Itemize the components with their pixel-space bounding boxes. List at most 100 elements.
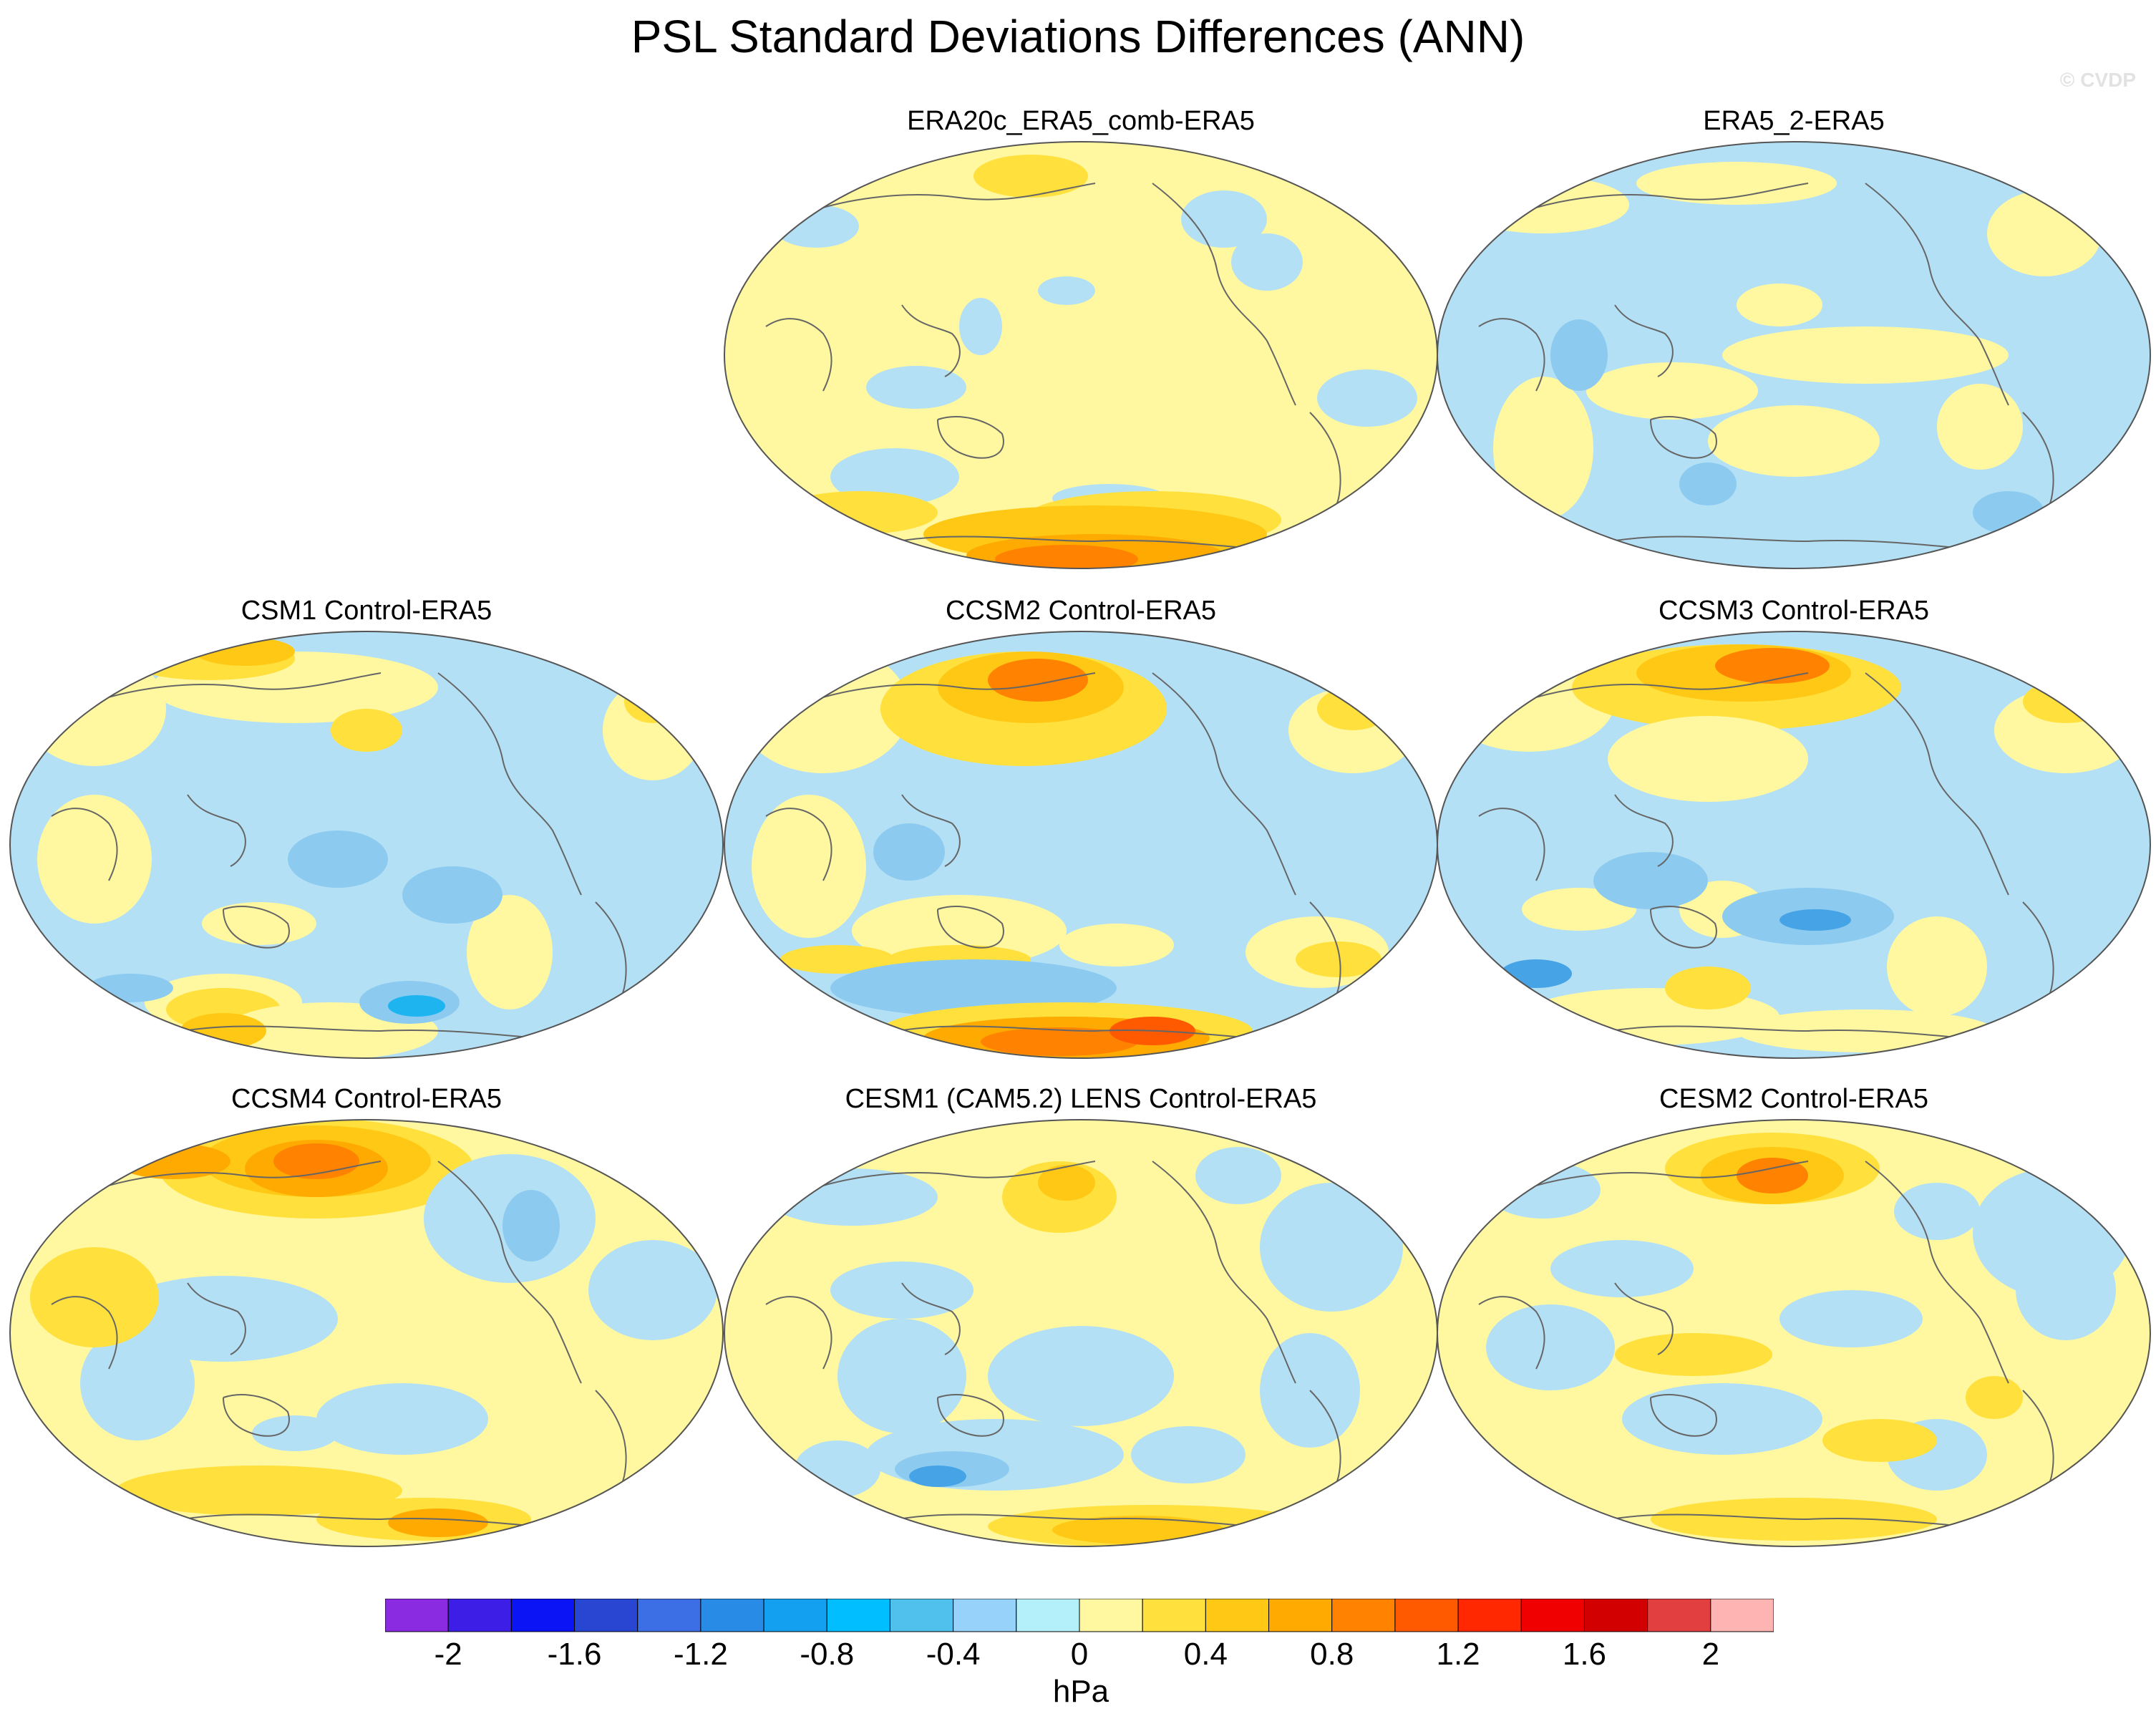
figure-title: PSL Standard Deviations Differences (ANN… xyxy=(631,11,1525,62)
contour-region xyxy=(981,1027,1138,1056)
contour-region xyxy=(202,902,316,945)
coastline xyxy=(437,672,582,896)
colorbar-tick-label: -0.8 xyxy=(800,1637,855,1672)
contour-region xyxy=(973,155,1088,198)
robinson-map xyxy=(1437,1119,2151,1547)
coastline xyxy=(1865,1161,2009,1384)
coastline xyxy=(1578,1514,2009,1531)
colorbar-swatch xyxy=(1142,1599,1206,1632)
colorbar-swatch xyxy=(510,1599,576,1632)
contour-region xyxy=(1486,1304,1615,1390)
robinson-map xyxy=(724,141,1438,569)
contour-region xyxy=(1894,1183,1980,1240)
colorbar-swatch xyxy=(1583,1599,1648,1632)
colorbar-tick-label: 0 xyxy=(1070,1637,1089,1672)
contour-region xyxy=(252,1415,338,1451)
contour-region xyxy=(1457,176,1629,233)
contour-region xyxy=(1038,276,1095,305)
coastline xyxy=(1650,416,1717,459)
coastline xyxy=(94,672,382,702)
contour-region xyxy=(1493,377,1593,520)
coastline xyxy=(937,1394,1004,1437)
contour-region xyxy=(1679,462,1737,505)
map-panel: CSM1 Control-ERA5 xyxy=(9,594,724,1059)
contour-region xyxy=(773,205,859,248)
colorbar-tick-label: -2 xyxy=(434,1637,462,1672)
colorbar-swatch xyxy=(1016,1599,1080,1632)
map-panel: CCSM3 Control-ERA5 xyxy=(1436,594,2152,1059)
contour-region xyxy=(780,491,938,534)
colorbar-tick-label: -1.6 xyxy=(547,1637,602,1672)
contour-region xyxy=(2016,1240,2116,1340)
robinson-map xyxy=(9,1119,724,1547)
map-border xyxy=(9,1119,724,1547)
colorbar-tick-label: 1.6 xyxy=(1562,1637,1607,1672)
contour-region xyxy=(1059,924,1174,967)
panel-title: CCSM3 Control-ERA5 xyxy=(1659,596,1929,626)
contour-region xyxy=(1550,1240,1694,1297)
contour-region xyxy=(1052,1516,1224,1544)
colorbar-swatch xyxy=(889,1599,954,1632)
coastline xyxy=(51,1296,118,1370)
map-border xyxy=(1437,141,2151,569)
colorbar-swatch xyxy=(1331,1599,1396,1632)
map-panel: CESM1 (CAM5.2) LENS Control-ERA5 xyxy=(723,1083,1439,1547)
coastline xyxy=(937,906,1004,949)
coastline xyxy=(223,906,290,949)
coastline xyxy=(1521,672,1809,702)
contour-region xyxy=(1296,941,1382,977)
coastline xyxy=(1521,1161,1809,1191)
colorbar-swatch xyxy=(826,1599,890,1632)
panel-title: ERA20c_ERA5_comb-ERA5 xyxy=(907,106,1255,136)
coastline xyxy=(1865,672,2009,896)
coastline xyxy=(865,1514,1296,1531)
coastline xyxy=(1614,794,1674,867)
contour-region xyxy=(1231,233,1303,291)
contour-region xyxy=(988,659,1088,702)
coastline xyxy=(1152,183,1296,406)
colorbar-swatch xyxy=(1457,1599,1522,1632)
coastline xyxy=(1152,672,1296,896)
contour-region xyxy=(624,680,681,723)
colorbar-units: hPa xyxy=(1052,1674,1109,1709)
colorbar-swatch xyxy=(574,1599,638,1632)
coastline xyxy=(1578,1025,2009,1042)
coastline xyxy=(1865,183,2009,406)
contour-region xyxy=(1779,1290,1923,1347)
contour-region xyxy=(30,1247,159,1347)
coastline xyxy=(223,1394,290,1437)
contour-region xyxy=(1665,967,1751,1009)
contour-region xyxy=(1260,1183,1403,1312)
contour-region xyxy=(1822,1419,1937,1462)
coastline xyxy=(1614,1282,1674,1355)
contour-region xyxy=(1317,369,1417,427)
coastline xyxy=(901,794,961,867)
coastline xyxy=(937,416,1004,459)
contour-region xyxy=(502,1190,560,1261)
contour-region xyxy=(1608,716,1808,802)
contour-region xyxy=(2023,680,2109,723)
colorbar-swatch xyxy=(447,1599,512,1632)
contour-region xyxy=(1131,1426,1245,1483)
contour-region xyxy=(1887,916,1987,1017)
contour-region xyxy=(852,895,1067,967)
coastline xyxy=(1650,1394,1717,1437)
colorbar-swatch xyxy=(763,1599,827,1632)
contour-region xyxy=(873,974,1002,1002)
contour-region xyxy=(1038,1165,1095,1201)
panel-title: ERA5_2-ERA5 xyxy=(1703,106,1885,136)
colorbar-swatch xyxy=(1647,1599,1711,1632)
colorbar-swatch xyxy=(1394,1599,1459,1632)
contour-region xyxy=(766,1168,938,1226)
contour-region xyxy=(80,1326,195,1440)
contour-region xyxy=(752,795,866,938)
panel-title: CESM2 Control-ERA5 xyxy=(1659,1084,1928,1114)
contour-region xyxy=(23,652,166,766)
colorbar-tick-label: 0.8 xyxy=(1310,1637,1354,1672)
contour-region xyxy=(1622,1383,1822,1455)
colorbar-swatch xyxy=(700,1599,764,1632)
contour-region xyxy=(87,974,173,1002)
robinson-map xyxy=(9,631,724,1059)
colorbar-swatch xyxy=(385,1599,449,1632)
coastline xyxy=(1521,183,1809,213)
